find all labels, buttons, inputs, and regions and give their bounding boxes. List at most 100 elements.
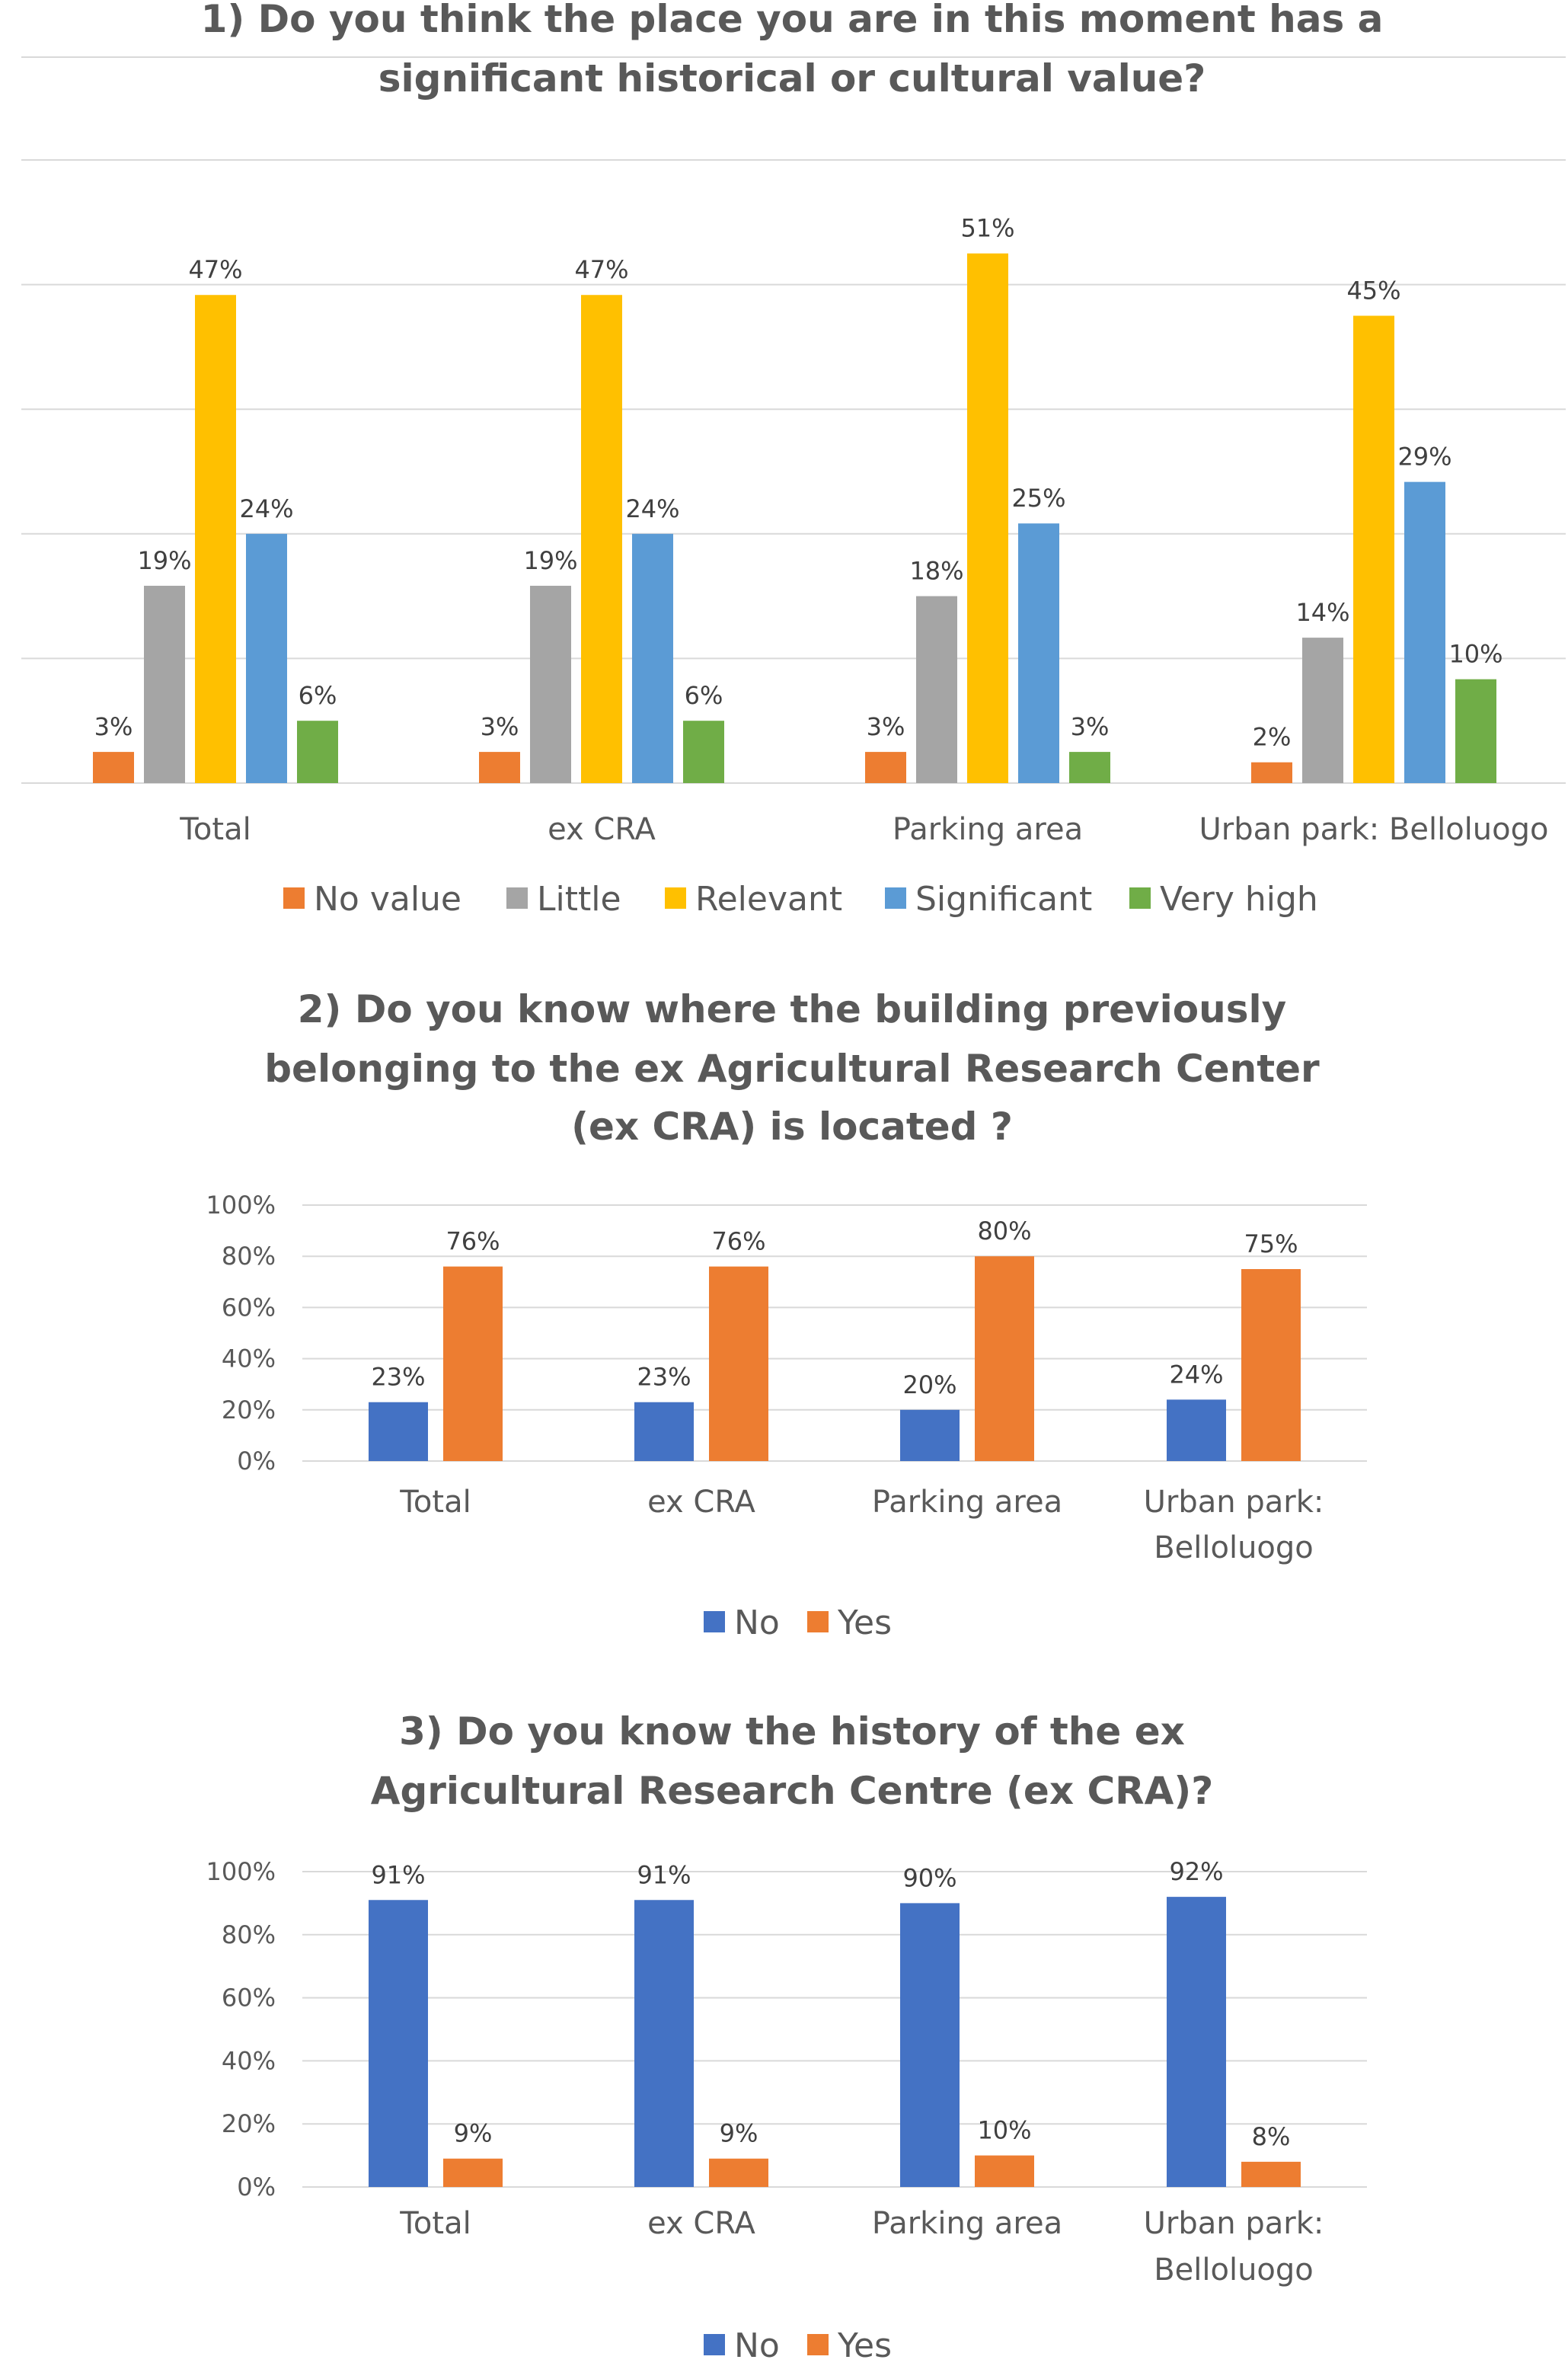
bar-no [634, 1402, 694, 1461]
category-label: Total [179, 812, 251, 847]
data-label: 14% [1295, 598, 1349, 627]
legend-label-significant: Significant [915, 880, 1092, 919]
data-label: 19% [523, 546, 577, 575]
bar-relevant [1353, 315, 1394, 783]
chart-title-line: Agricultural Research Centre (ex CRA)? [371, 1769, 1213, 1813]
legend-label-yes: Yes [837, 1603, 892, 1642]
data-label: 8% [1252, 2122, 1291, 2151]
data-label: 2% [1253, 723, 1292, 752]
y-tick-label: 80% [222, 1242, 276, 1271]
data-label: 3% [867, 712, 905, 741]
legend-swatch-no [704, 2334, 725, 2355]
category-label: Urban park: [1144, 2206, 1324, 2241]
bar-no [900, 1903, 960, 2187]
data-label: 23% [637, 1363, 691, 1392]
category-label: Urban park: [1144, 1485, 1324, 1520]
chart-title-line: belonging to the ex Agricultural Researc… [264, 1047, 1320, 1091]
bar-no-value [93, 752, 134, 783]
category-label: ex CRA [548, 812, 656, 847]
y-tick-label: 20% [222, 1396, 276, 1424]
data-label: 18% [909, 557, 963, 586]
legend-label-little: Little [537, 880, 621, 919]
bar-little [144, 585, 185, 783]
bar-yes [1241, 1269, 1301, 1461]
data-label: 76% [445, 1227, 500, 1256]
category-label: ex CRA [647, 2206, 755, 2241]
chart-title-line: 3) Do you know the history of the ex [399, 1709, 1185, 1754]
bar-yes [443, 1266, 503, 1461]
data-label: 9% [454, 2119, 493, 2148]
legend-swatch-no [704, 1611, 725, 1632]
category-label: Parking area [872, 1485, 1062, 1520]
chart-historical-value: 1) Do you think the place you are in thi… [21, 0, 1566, 919]
bar-no [900, 1409, 960, 1461]
data-label: 9% [720, 2119, 758, 2148]
category-label: Parking area [893, 812, 1083, 847]
bar-significant [1018, 523, 1059, 783]
data-label: 24% [1169, 1360, 1223, 1389]
bar-little [530, 585, 571, 783]
bar-no-value [479, 752, 520, 783]
category-label: Total [399, 2206, 471, 2241]
data-label: 10% [1448, 640, 1503, 669]
legend-swatch-yes [807, 2334, 829, 2355]
data-label: 3% [481, 712, 519, 741]
data-label: 90% [902, 1863, 956, 1892]
y-tick-label: 40% [222, 2046, 276, 2075]
y-tick-label: 40% [222, 1344, 276, 1373]
bar-significant [632, 533, 673, 783]
y-tick-label: 60% [222, 1984, 276, 2013]
data-label: 91% [637, 1860, 691, 1889]
data-label: 3% [94, 712, 133, 741]
data-label: 92% [1169, 1857, 1223, 1886]
bar-relevant [581, 295, 622, 783]
bar-no-value [1251, 762, 1292, 783]
category-label: Belloluogo [1154, 2252, 1314, 2288]
bar-very-high [1455, 679, 1496, 783]
data-label: 3% [1071, 712, 1110, 741]
bar-relevant [195, 295, 236, 783]
bar-no [634, 1900, 694, 2187]
data-label: 24% [239, 494, 293, 523]
y-tick-label: 0% [237, 2173, 276, 2201]
data-label: 23% [371, 1363, 425, 1392]
bar-significant [1404, 481, 1445, 783]
chart-title-line: (ex CRA) is located ? [571, 1105, 1013, 1149]
category-label: Total [399, 1485, 471, 1520]
chart-title-line: significant historical or cultural value… [378, 56, 1206, 101]
legend-swatch-no-value [283, 887, 305, 909]
bar-very-high [1069, 752, 1110, 783]
legend-label-no: No [734, 1603, 780, 1642]
data-label: 80% [977, 1217, 1031, 1245]
legend-label-very-high: Very high [1160, 880, 1318, 919]
data-label: 91% [371, 1860, 425, 1889]
legend-label-no-value: No value [314, 880, 461, 919]
data-label: 6% [685, 681, 723, 710]
category-label: Belloluogo [1154, 1530, 1314, 1565]
data-label: 25% [1011, 484, 1065, 513]
bar-yes [709, 2158, 768, 2187]
data-label: 19% [137, 546, 191, 575]
data-label: 10% [977, 2116, 1031, 2145]
y-tick-label: 60% [222, 1293, 276, 1322]
bar-yes [975, 1256, 1034, 1461]
bar-no [1167, 1897, 1226, 2187]
y-tick-label: 100% [206, 1857, 276, 1886]
legend-swatch-relevant [665, 887, 686, 909]
bar-significant [246, 533, 287, 783]
bar-yes [443, 2158, 503, 2187]
bar-yes [1241, 2161, 1301, 2187]
bar-little [916, 596, 957, 783]
y-tick-label: 100% [206, 1191, 276, 1220]
chart-title-line: 2) Do you know where the building previo… [298, 987, 1286, 1031]
category-label: ex CRA [647, 1485, 755, 1520]
bar-very-high [297, 721, 338, 783]
legend-label-yes: Yes [837, 2326, 892, 2365]
data-label: 20% [902, 1370, 956, 1399]
legend-swatch-very-high [1129, 887, 1151, 909]
data-label: 6% [299, 681, 337, 710]
data-label: 75% [1244, 1229, 1298, 1258]
legend-swatch-yes [807, 1611, 829, 1632]
chart-history-knowledge: 3) Do you know the history of the ex Agri… [206, 1709, 1367, 2365]
